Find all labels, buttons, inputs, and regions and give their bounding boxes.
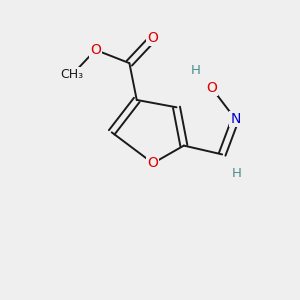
Text: CH₃: CH₃	[60, 68, 83, 81]
Text: O: O	[206, 81, 217, 95]
Text: H: H	[191, 64, 201, 77]
Text: O: O	[90, 43, 101, 57]
Text: O: O	[148, 31, 158, 45]
Text: O: O	[148, 156, 158, 170]
Text: H: H	[232, 167, 242, 180]
Text: N: N	[230, 112, 241, 126]
